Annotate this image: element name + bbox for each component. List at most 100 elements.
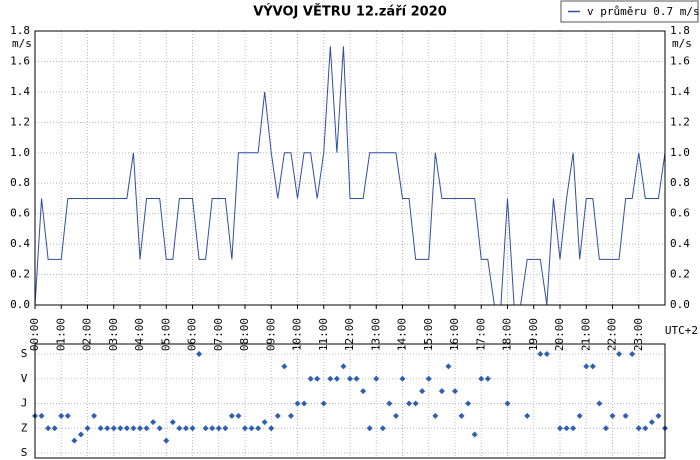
data-point	[104, 425, 111, 432]
y-tick-label-right: 0.8	[670, 176, 690, 189]
y-tick-label: 0.2	[10, 268, 30, 281]
data-point	[642, 425, 649, 432]
data-point	[281, 363, 288, 370]
data-point	[117, 425, 124, 432]
y-tick-label: S	[21, 446, 28, 459]
data-point	[458, 412, 465, 419]
data-point	[137, 425, 143, 432]
data-point	[110, 425, 117, 432]
data-line	[34, 46, 666, 306]
y-tick-label-right: 0.4	[670, 237, 690, 250]
y-axis-unit-right: m/s	[672, 37, 692, 50]
x-tick-label: 04:00	[133, 318, 146, 351]
x-tick-label: 12:00	[343, 318, 356, 351]
y-tick-label-right: 0.6	[670, 207, 690, 220]
data-point	[333, 375, 340, 382]
data-point	[163, 437, 170, 444]
data-point	[156, 425, 163, 432]
data-point	[268, 425, 275, 432]
data-point	[406, 400, 413, 407]
x-tick-label: 21:00	[579, 318, 592, 351]
data-point	[484, 375, 491, 382]
x-tick-label: 11:00	[317, 318, 330, 351]
data-point	[524, 412, 531, 419]
y-tick-label: 0.8	[10, 176, 30, 189]
y-tick-label-right: 0.0	[670, 298, 690, 311]
data-point	[445, 363, 452, 370]
data-point	[182, 425, 189, 432]
data-point	[353, 375, 360, 382]
data-point	[504, 400, 511, 407]
data-point	[169, 419, 176, 426]
data-point	[196, 351, 203, 357]
data-point	[294, 400, 301, 407]
data-point	[379, 425, 386, 432]
x-tick-label: 03:00	[107, 318, 120, 351]
data-point	[635, 425, 642, 432]
data-point	[471, 431, 478, 438]
y-tick-label: 0.4	[10, 237, 30, 250]
legend-label: v průměru 0.7 m/s	[587, 5, 700, 18]
data-point	[261, 419, 268, 426]
data-point	[373, 375, 380, 382]
data-point	[425, 375, 432, 382]
plot-frame	[34, 30, 666, 306]
data-point	[537, 351, 544, 357]
y-tick-label: 1.2	[10, 115, 30, 128]
data-point	[307, 375, 314, 382]
data-point	[602, 425, 609, 432]
x-tick-label: 22:00	[606, 318, 619, 351]
data-point	[45, 425, 52, 432]
data-point	[570, 425, 577, 432]
data-point	[77, 431, 84, 438]
data-point	[432, 412, 439, 419]
y-tick-label: S	[21, 347, 28, 360]
y-tick-label: Z	[21, 421, 28, 434]
y-tick-label-right: 1.8	[670, 24, 690, 37]
data-point	[91, 412, 98, 419]
data-point	[242, 425, 248, 432]
y-tick-label-right: 1.6	[670, 54, 690, 67]
legend-box	[560, 0, 699, 23]
data-point	[123, 425, 130, 432]
y-tick-label-right: 0.2	[670, 268, 690, 281]
data-point	[596, 400, 603, 407]
data-point	[58, 412, 65, 419]
data-point	[576, 412, 583, 419]
x-tick-label: 01:00	[54, 318, 67, 351]
data-point	[386, 400, 393, 407]
y-tick-label: 1.0	[10, 146, 30, 159]
data-point	[465, 400, 472, 407]
data-point	[189, 425, 196, 432]
x-axis-label: UTC+2	[665, 324, 698, 337]
x-tick-label: 15:00	[422, 318, 435, 351]
x-tick-label: 00:00	[28, 318, 41, 351]
data-point	[202, 425, 209, 432]
chart-title: VÝVOJ VĚTRU 12.září 2020	[253, 4, 447, 20]
data-point	[616, 351, 623, 357]
data-point	[563, 425, 570, 432]
x-tick-label: 10:00	[291, 318, 304, 351]
x-tick-label: 13:00	[369, 318, 382, 351]
data-point	[320, 400, 327, 407]
y-tick-label: 1.8	[10, 24, 30, 37]
x-tick-label: 16:00	[448, 318, 461, 351]
y-tick-label-right: 1.4	[670, 85, 690, 98]
y-tick-label: 0.0	[10, 298, 30, 311]
x-tick-label: 06:00	[186, 318, 199, 351]
data-point	[589, 363, 596, 370]
data-point	[452, 388, 458, 395]
data-point	[97, 425, 104, 432]
data-point	[143, 425, 150, 432]
y-tick-label-right: 1.2	[670, 115, 690, 128]
data-point	[209, 425, 216, 432]
data-point	[478, 375, 485, 382]
data-point	[648, 419, 655, 426]
data-point	[130, 425, 137, 432]
data-point	[248, 425, 255, 432]
data-point	[64, 412, 71, 419]
x-tick-label: 20:00	[553, 318, 566, 351]
data-point	[176, 425, 183, 432]
y-axis-unit: m/s	[12, 37, 32, 50]
y-tick-label: J	[21, 397, 28, 410]
